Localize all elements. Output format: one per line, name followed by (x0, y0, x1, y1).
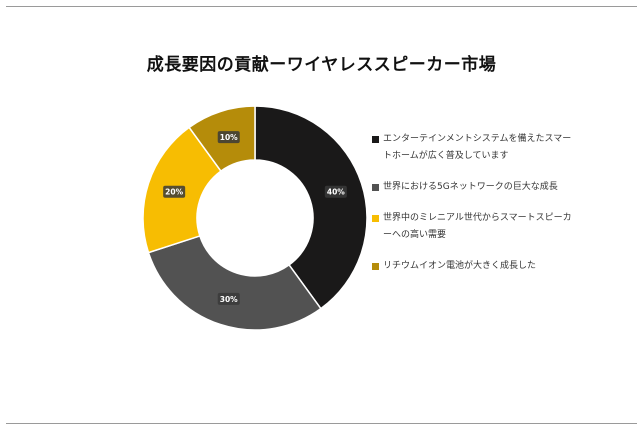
data-label-3: 20% (163, 185, 186, 198)
legend-swatch (372, 184, 379, 191)
data-label-4: 10% (217, 131, 240, 144)
legend-label: エンターテインメントシステムを備えたスマートホームが広く普及しています (383, 134, 572, 161)
donut-chart: 40% 30% 20% 10% (142, 105, 368, 331)
chart-legend: エンターテインメントシステムを備えたスマートホームが広く普及しています世界におけ… (372, 131, 572, 289)
data-label-background (217, 131, 240, 144)
top-divider (6, 6, 637, 7)
legend-swatch (372, 136, 379, 143)
legend-item-4: リチウムイオン電池が大きく成長した (372, 258, 572, 275)
chart-title: 成長要因の貢献ーワイヤレススピーカー市場 (146, 55, 497, 75)
bottom-divider (6, 423, 637, 424)
data-label-text: 40% (327, 188, 345, 197)
legend-item-1: エンターテインメントシステムを備えたスマートホームが広く普及しています (372, 131, 572, 165)
data-label-background (217, 292, 240, 305)
legend-swatch (372, 263, 379, 270)
slice-2 (147, 234, 322, 331)
data-label-text: 30% (220, 295, 238, 304)
data-label-background (324, 185, 347, 198)
legend-item-3: 世界中のミレニアル世代からスマートスピーカーへの高い需要 (372, 210, 572, 244)
data-label-text: 10% (220, 133, 238, 142)
data-label-1: 40% (324, 185, 347, 198)
legend-label: 世界中のミレニアル世代からスマートスピーカーへの高い需要 (383, 213, 572, 240)
legend-item-2: 世界における5Gネットワークの巨大な成長 (372, 179, 572, 196)
slice-1 (254, 105, 368, 310)
data-label-2: 30% (217, 292, 240, 305)
legend-label: リチウムイオン電池が大きく成長した (383, 261, 537, 271)
data-label-background (163, 185, 186, 198)
data-label-text: 20% (165, 188, 183, 197)
legend-swatch (372, 215, 379, 222)
legend-label: 世界における5Gネットワークの巨大な成長 (383, 182, 558, 192)
